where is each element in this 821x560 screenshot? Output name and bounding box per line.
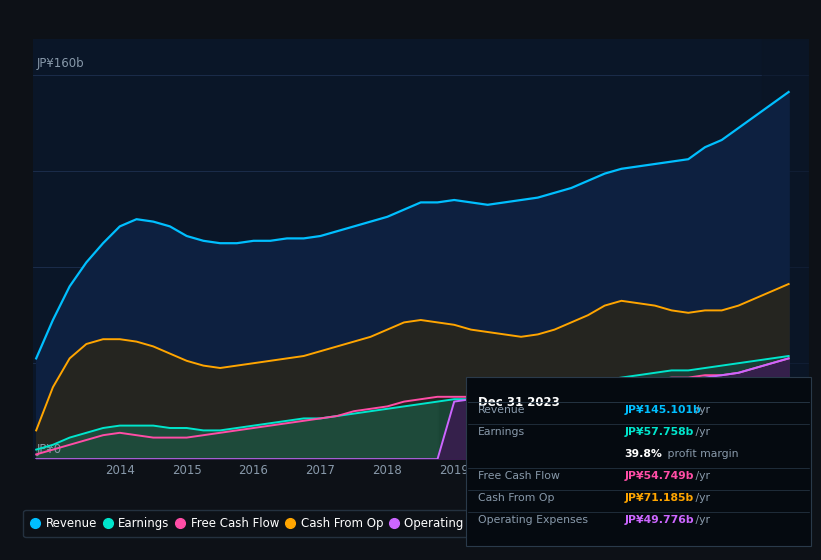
Text: JP¥57.758b: JP¥57.758b	[625, 427, 694, 437]
Bar	[762, 39, 809, 459]
Text: JP¥145.101b: JP¥145.101b	[625, 405, 701, 415]
Text: Earnings: Earnings	[478, 427, 525, 437]
Text: /yr: /yr	[692, 515, 710, 525]
Text: Dec 31 2023: Dec 31 2023	[478, 396, 560, 409]
Text: Revenue: Revenue	[478, 405, 525, 415]
Text: profit margin: profit margin	[664, 449, 739, 459]
Text: /yr: /yr	[692, 405, 710, 415]
Text: JP¥0: JP¥0	[36, 442, 62, 456]
Text: JP¥49.776b: JP¥49.776b	[625, 515, 695, 525]
Text: JP¥160b: JP¥160b	[36, 57, 84, 71]
Text: 39.8%: 39.8%	[625, 449, 663, 459]
Text: Free Cash Flow: Free Cash Flow	[478, 471, 560, 481]
Text: Operating Expenses: Operating Expenses	[478, 515, 588, 525]
Text: JP¥71.185b: JP¥71.185b	[625, 493, 694, 503]
Text: JP¥54.749b: JP¥54.749b	[625, 471, 695, 481]
Text: /yr: /yr	[692, 471, 710, 481]
Legend: Revenue, Earnings, Free Cash Flow, Cash From Op, Operating Expenses: Revenue, Earnings, Free Cash Flow, Cash …	[23, 510, 530, 537]
Text: /yr: /yr	[692, 493, 710, 503]
Text: /yr: /yr	[692, 427, 710, 437]
Text: Cash From Op: Cash From Op	[478, 493, 554, 503]
